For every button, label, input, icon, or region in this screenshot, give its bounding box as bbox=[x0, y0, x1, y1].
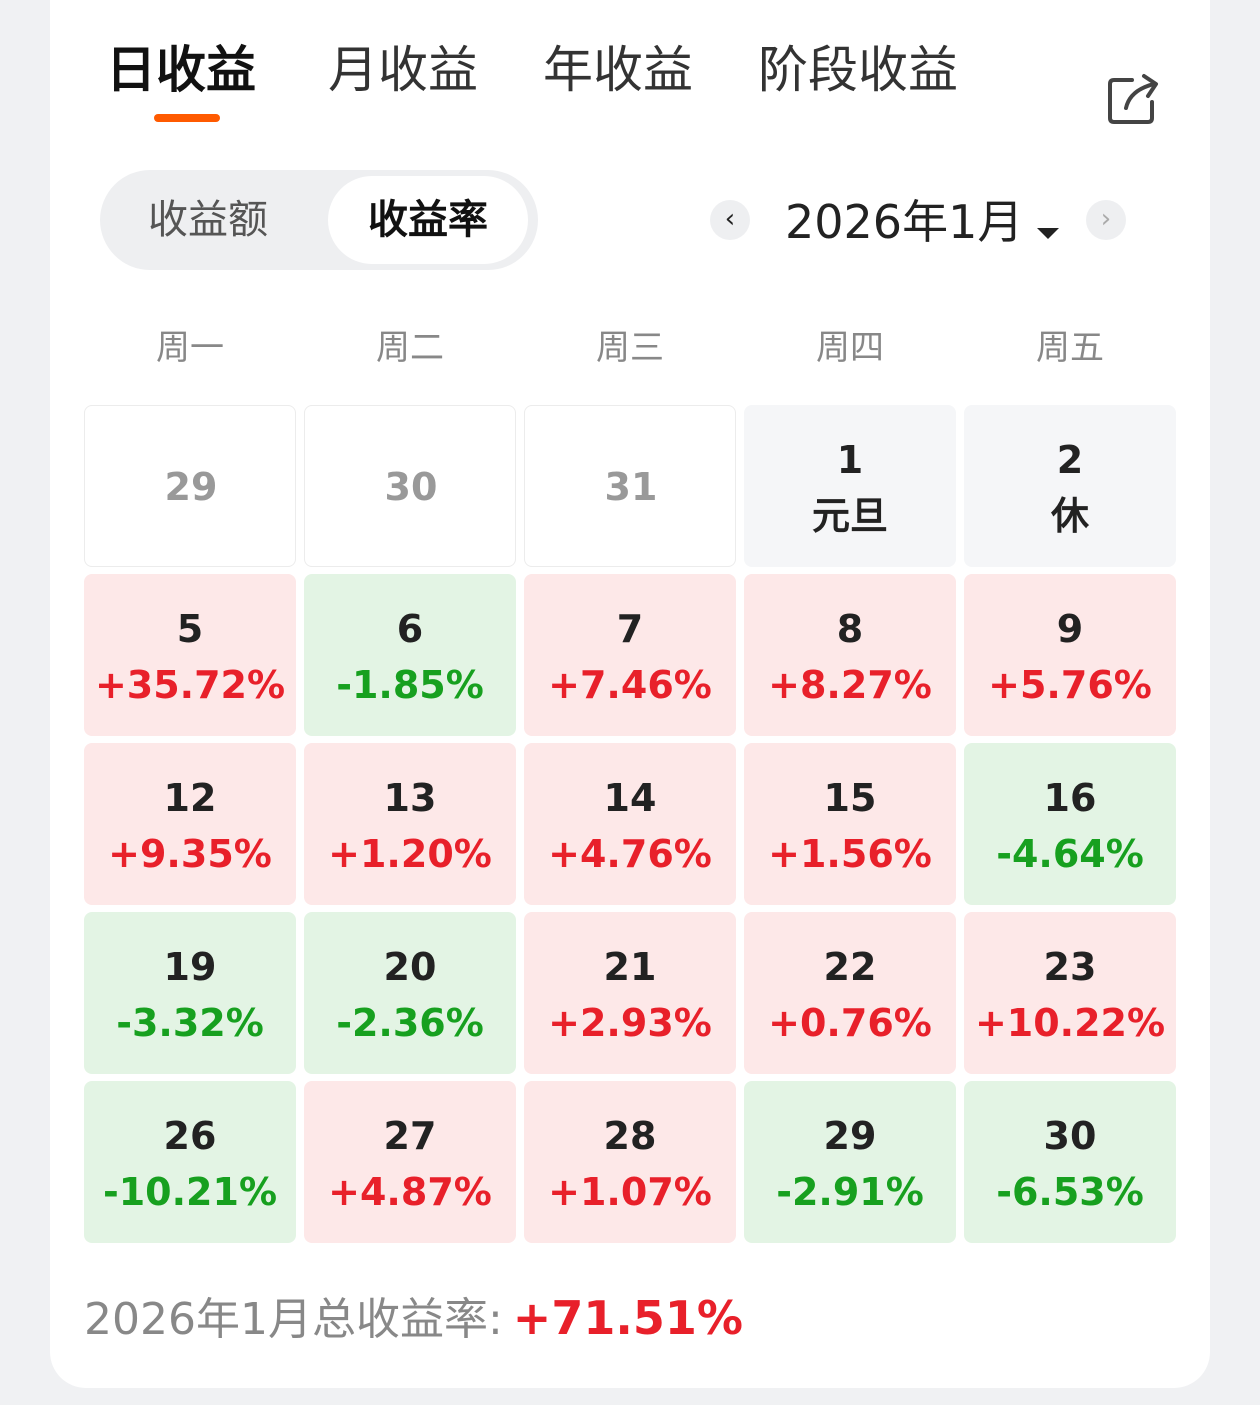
metric-toggle: 收益额 收益率 bbox=[100, 170, 538, 270]
day-number: 30 bbox=[1043, 1114, 1097, 1158]
chevron-left-icon[interactable]: ‹ bbox=[710, 200, 750, 240]
daily-return-rate: +1.56% bbox=[768, 832, 932, 876]
toggle-amount[interactable]: 收益额 bbox=[148, 197, 268, 243]
tab-yearly[interactable]: 年收益 bbox=[543, 41, 693, 99]
calendar-day-cell[interactable]: 30 bbox=[304, 405, 516, 567]
calendar-day-cell[interactable]: 5 +35.72% bbox=[84, 574, 296, 736]
calendar-day-cell[interactable]: 6 -1.85% bbox=[304, 574, 516, 736]
daily-return-rate: +35.72% bbox=[94, 663, 286, 707]
daily-return-rate: +9.35% bbox=[108, 832, 272, 876]
daily-return-rate: +4.87% bbox=[328, 1170, 492, 1214]
day-number: 6 bbox=[396, 607, 424, 651]
day-number: 1 bbox=[836, 438, 864, 482]
month-selector[interactable]: 2026年1月 bbox=[785, 190, 1060, 254]
share-icon[interactable] bbox=[1102, 70, 1162, 130]
toggle-rate[interactable]: 收益率 bbox=[328, 176, 528, 264]
tab-daily[interactable]: 日收益 bbox=[106, 41, 256, 99]
calendar-day-cell[interactable]: 28 +1.07% bbox=[524, 1081, 736, 1243]
day-number: 16 bbox=[1043, 776, 1097, 820]
daily-return-rate: +1.20% bbox=[328, 832, 492, 876]
weekday-label: 周一 bbox=[156, 328, 224, 368]
daily-return-rate: +10.22% bbox=[974, 1001, 1166, 1045]
day-number: 8 bbox=[836, 607, 864, 651]
calendar-day-cell[interactable]: 1 元旦 bbox=[744, 405, 956, 567]
tab-period[interactable]: 阶段收益 bbox=[758, 41, 958, 99]
daily-return-rate: -3.32% bbox=[116, 1001, 264, 1045]
weekday-label: 周四 bbox=[816, 328, 884, 368]
day-number: 7 bbox=[616, 607, 644, 651]
day-number: 20 bbox=[383, 945, 437, 989]
calendar-day-cell[interactable]: 12 +9.35% bbox=[84, 743, 296, 905]
calendar-day-cell[interactable]: 22 +0.76% bbox=[744, 912, 956, 1074]
calendar-day-cell[interactable]: 14 +4.76% bbox=[524, 743, 736, 905]
calendar-day-cell[interactable]: 15 +1.56% bbox=[744, 743, 956, 905]
current-month: 2026年1月 bbox=[785, 195, 1024, 249]
holiday-label: 元旦 bbox=[811, 494, 888, 538]
calendar-day-cell[interactable]: 9 +5.76% bbox=[964, 574, 1176, 736]
day-number: 31 bbox=[604, 465, 658, 509]
calendar-day-cell[interactable]: 16 -4.64% bbox=[964, 743, 1176, 905]
calendar-day-cell[interactable]: 13 +1.20% bbox=[304, 743, 516, 905]
calendar-day-cell[interactable]: 23 +10.22% bbox=[964, 912, 1176, 1074]
calendar-day-cell[interactable]: 29 bbox=[84, 405, 296, 567]
holiday-label: 休 bbox=[1050, 494, 1089, 538]
daily-return-rate: +1.07% bbox=[548, 1170, 712, 1214]
daily-return-rate: +8.27% bbox=[768, 663, 932, 707]
day-number: 5 bbox=[176, 607, 204, 651]
day-number: 22 bbox=[823, 945, 877, 989]
day-number: 12 bbox=[163, 776, 217, 820]
day-number: 26 bbox=[163, 1114, 217, 1158]
day-number: 23 bbox=[1043, 945, 1097, 989]
calendar-day-cell[interactable]: 29 -2.91% bbox=[744, 1081, 956, 1243]
calendar-day-cell[interactable]: 21 +2.93% bbox=[524, 912, 736, 1074]
daily-returns-card: 日收益 月收益 年收益 阶段收益 收益额 收益率 ‹ 2026年1月 › 周一 … bbox=[50, 0, 1210, 1388]
calendar-grid: 29 30 31 1 元旦 2 休 5 +35.72% 6 -1.85% 7 +7.46% 8 +8.27%… bbox=[84, 405, 1176, 1243]
calendar-day-cell[interactable]: 7 +7.46% bbox=[524, 574, 736, 736]
calendar-day-cell[interactable]: 31 bbox=[524, 405, 736, 567]
weekday-label: 周三 bbox=[596, 328, 664, 368]
day-number: 30 bbox=[384, 465, 438, 509]
day-number: 14 bbox=[603, 776, 657, 820]
daily-return-rate: +4.76% bbox=[548, 832, 712, 876]
tab-monthly[interactable]: 月收益 bbox=[328, 41, 478, 99]
month-summary: 2026年1月总收益率: +71.51% bbox=[84, 1290, 743, 1346]
day-number: 29 bbox=[823, 1114, 877, 1158]
weekday-label: 周二 bbox=[376, 328, 444, 368]
daily-return-rate: -6.53% bbox=[996, 1170, 1144, 1214]
day-number: 13 bbox=[383, 776, 437, 820]
day-number: 27 bbox=[383, 1114, 437, 1158]
daily-return-rate: -2.36% bbox=[336, 1001, 484, 1045]
daily-return-rate: -4.64% bbox=[996, 832, 1144, 876]
day-number: 9 bbox=[1056, 607, 1084, 651]
day-number: 29 bbox=[164, 465, 218, 509]
calendar-day-cell[interactable]: 26 -10.21% bbox=[84, 1081, 296, 1243]
day-number: 15 bbox=[823, 776, 877, 820]
calendar-day-cell[interactable]: 19 -3.32% bbox=[84, 912, 296, 1074]
daily-return-rate: -1.85% bbox=[336, 663, 484, 707]
day-number: 21 bbox=[603, 945, 657, 989]
daily-return-rate: -10.21% bbox=[102, 1170, 278, 1214]
calendar-day-cell[interactable]: 8 +8.27% bbox=[744, 574, 956, 736]
daily-return-rate: -2.91% bbox=[776, 1170, 924, 1214]
weekday-label: 周五 bbox=[1036, 328, 1104, 368]
day-number: 19 bbox=[163, 945, 217, 989]
summary-label: 2026年1月总收益率: bbox=[84, 1294, 503, 1345]
calendar-day-cell[interactable]: 20 -2.36% bbox=[304, 912, 516, 1074]
day-number: 2 bbox=[1056, 438, 1084, 482]
day-number: 28 bbox=[603, 1114, 657, 1158]
caret-down-icon bbox=[1037, 228, 1060, 239]
summary-value: +71.51% bbox=[512, 1291, 743, 1345]
period-tabs: 日收益 月收益 年收益 阶段收益 bbox=[50, 30, 1210, 130]
active-tab-indicator bbox=[154, 114, 220, 122]
daily-return-rate: +0.76% bbox=[768, 1001, 932, 1045]
calendar-day-cell[interactable]: 30 -6.53% bbox=[964, 1081, 1176, 1243]
calendar-day-cell[interactable]: 27 +4.87% bbox=[304, 1081, 516, 1243]
daily-return-rate: +2.93% bbox=[548, 1001, 712, 1045]
weekday-header: 周一 周二 周三 周四 周五 bbox=[84, 320, 1176, 376]
daily-return-rate: +7.46% bbox=[548, 663, 712, 707]
daily-return-rate: +5.76% bbox=[988, 663, 1152, 707]
chevron-right-icon[interactable]: › bbox=[1086, 200, 1126, 240]
